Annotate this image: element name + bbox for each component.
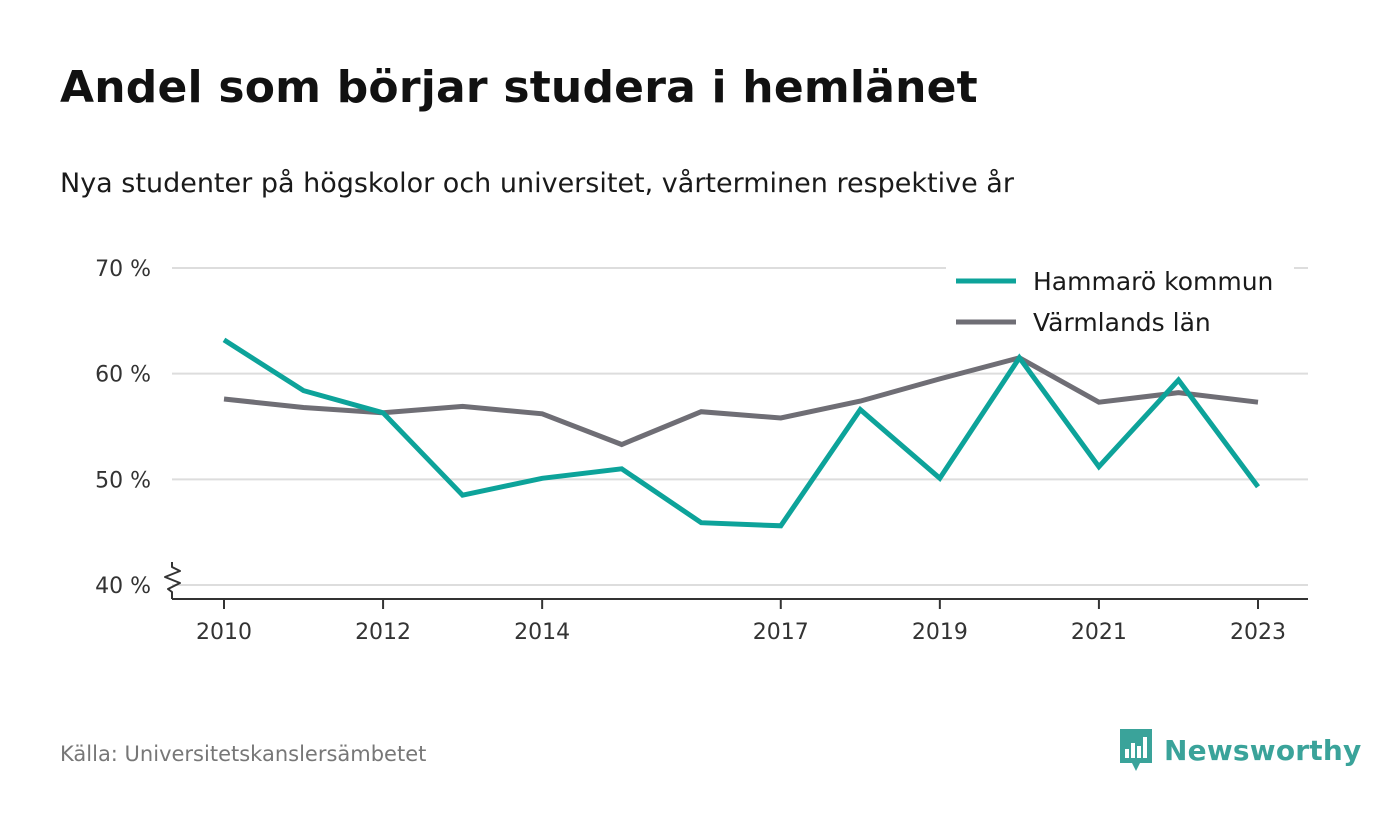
y-axis-break-mark (164, 562, 181, 599)
x-tick-label: 2012 (355, 620, 411, 645)
x-tick-label: 2023 (1230, 620, 1286, 645)
x-tick-label: 2019 (912, 620, 968, 645)
brand-logo[interactable]: Newsworthy (1118, 726, 1361, 774)
legend: Hammarö kommun Värmlands län (946, 262, 1294, 352)
legend-background (946, 262, 1294, 352)
line-chart: 40 % 50 % 60 % 70 % 2010 2012 2014 2017 2019 202… (95, 257, 1308, 645)
y-tick-label: 40 % (95, 574, 151, 599)
chart-title: Andel som börjar studera i hemlänet (60, 62, 978, 113)
x-tick-label: 2010 (196, 620, 252, 645)
chart-subtitle: Nya studenter på högskolor och universit… (60, 168, 1014, 199)
bar-chart-speech-bubble-icon (1120, 729, 1152, 771)
x-axis: 2010 2012 2014 2017 2019 2021 2023 (164, 562, 1308, 645)
legend-label: Värmlands län (1033, 308, 1211, 337)
source-note: Källa: Universitetskanslersämbetet (60, 742, 427, 766)
y-tick-label: 50 % (95, 468, 151, 493)
x-tick-label: 2017 (753, 620, 809, 645)
series-lines (222, 337, 1261, 529)
y-tick-label: 70 % (95, 257, 151, 282)
series-line (222, 337, 1261, 529)
y-axis-ticks: 40 % 50 % 60 % 70 % (95, 257, 151, 599)
x-tick-label: 2021 (1071, 620, 1127, 645)
x-tick-label: 2014 (514, 620, 570, 645)
legend-label: Hammarö kommun (1033, 267, 1273, 296)
y-tick-label: 60 % (95, 363, 151, 388)
series-line (223, 355, 1259, 448)
brand-name: Newsworthy (1164, 733, 1362, 767)
